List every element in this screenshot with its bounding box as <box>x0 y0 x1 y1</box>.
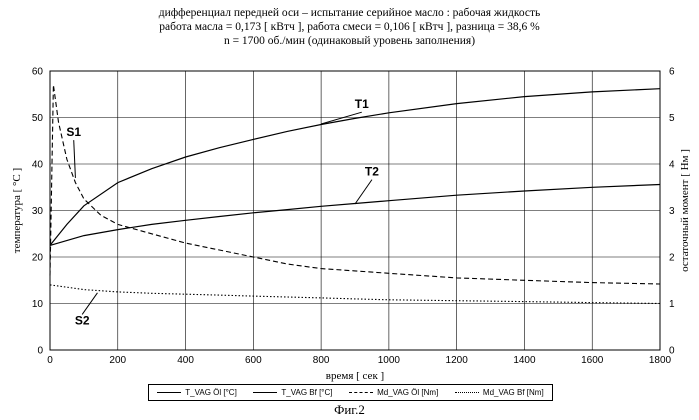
series-line-3 <box>50 85 660 284</box>
legend-item-md-bf: Md_VAG Bf [Nm] <box>455 388 544 397</box>
legend-item-md-oil: Md_VAG Öl [Nm] <box>349 388 438 397</box>
y-right-tick-label: 4 <box>669 160 675 171</box>
y-left-tick-label: 20 <box>32 253 44 264</box>
y-right-tick-label: 2 <box>669 253 675 264</box>
legend-swatch-t-bf <box>253 392 277 393</box>
legend-label-t-oil: T_VAG Öl [°C] <box>185 388 237 397</box>
figure-caption: Фиг.2 <box>0 402 699 418</box>
series-line-2 <box>50 185 660 246</box>
y-right-tick-label: 6 <box>669 67 675 78</box>
legend-label-md-oil: Md_VAG Öl [Nm] <box>377 388 438 397</box>
y-left-tick-label: 10 <box>32 299 44 310</box>
legend-label-t-bf: T_VAG Bf [°C] <box>281 388 332 397</box>
x-tick-label: 1000 <box>378 355 401 366</box>
annotation-label: T1 <box>355 97 369 111</box>
y-right-tick-label: 3 <box>669 206 675 217</box>
x-tick-label: 1600 <box>581 355 604 366</box>
x-tick-label: 800 <box>313 355 330 366</box>
legend-swatch-md-oil <box>349 392 373 393</box>
y-left-tick-label: 30 <box>32 206 44 217</box>
x-tick-label: 1800 <box>649 355 672 366</box>
chart-svg: 0200400600800100012001400160018000102030… <box>0 0 699 400</box>
annotation-label: S2 <box>75 313 90 327</box>
annotation-label: T2 <box>365 165 379 179</box>
y-left-axis-label: температура [ °C ] <box>11 168 23 253</box>
y-right-tick-label: 5 <box>669 113 675 124</box>
x-tick-label: 1400 <box>513 355 536 366</box>
y-right-tick-label: 0 <box>669 346 675 357</box>
legend: T_VAG Öl [°C] T_VAG Bf [°C] Md_VAG Öl [N… <box>148 384 553 401</box>
legend-item-t-oil: T_VAG Öl [°C] <box>157 388 237 397</box>
x-tick-label: 1200 <box>446 355 469 366</box>
legend-label-md-bf: Md_VAG Bf [Nm] <box>483 388 544 397</box>
y-right-axis-label: остаточный момент [ Нм ] <box>679 149 691 272</box>
y-left-tick-label: 0 <box>37 346 43 357</box>
y-left-tick-label: 40 <box>32 160 44 171</box>
x-tick-label: 0 <box>47 355 53 366</box>
y-left-tick-label: 60 <box>32 67 44 78</box>
x-tick-label: 600 <box>245 355 262 366</box>
series-line-1 <box>50 89 660 246</box>
legend-swatch-t-oil <box>157 392 181 393</box>
x-tick-label: 200 <box>109 355 126 366</box>
x-axis-label: время [ сек ] <box>326 370 384 382</box>
x-tick-label: 400 <box>177 355 194 366</box>
y-right-tick-label: 1 <box>669 299 675 310</box>
annotation-leader <box>355 180 372 204</box>
series-line-4 <box>50 285 660 304</box>
legend-swatch-md-bf <box>455 392 479 393</box>
annotation-label: S1 <box>66 125 81 139</box>
legend-item-t-bf: T_VAG Bf [°C] <box>253 388 332 397</box>
y-left-tick-label: 50 <box>32 113 44 124</box>
annotation-leader <box>74 140 76 178</box>
